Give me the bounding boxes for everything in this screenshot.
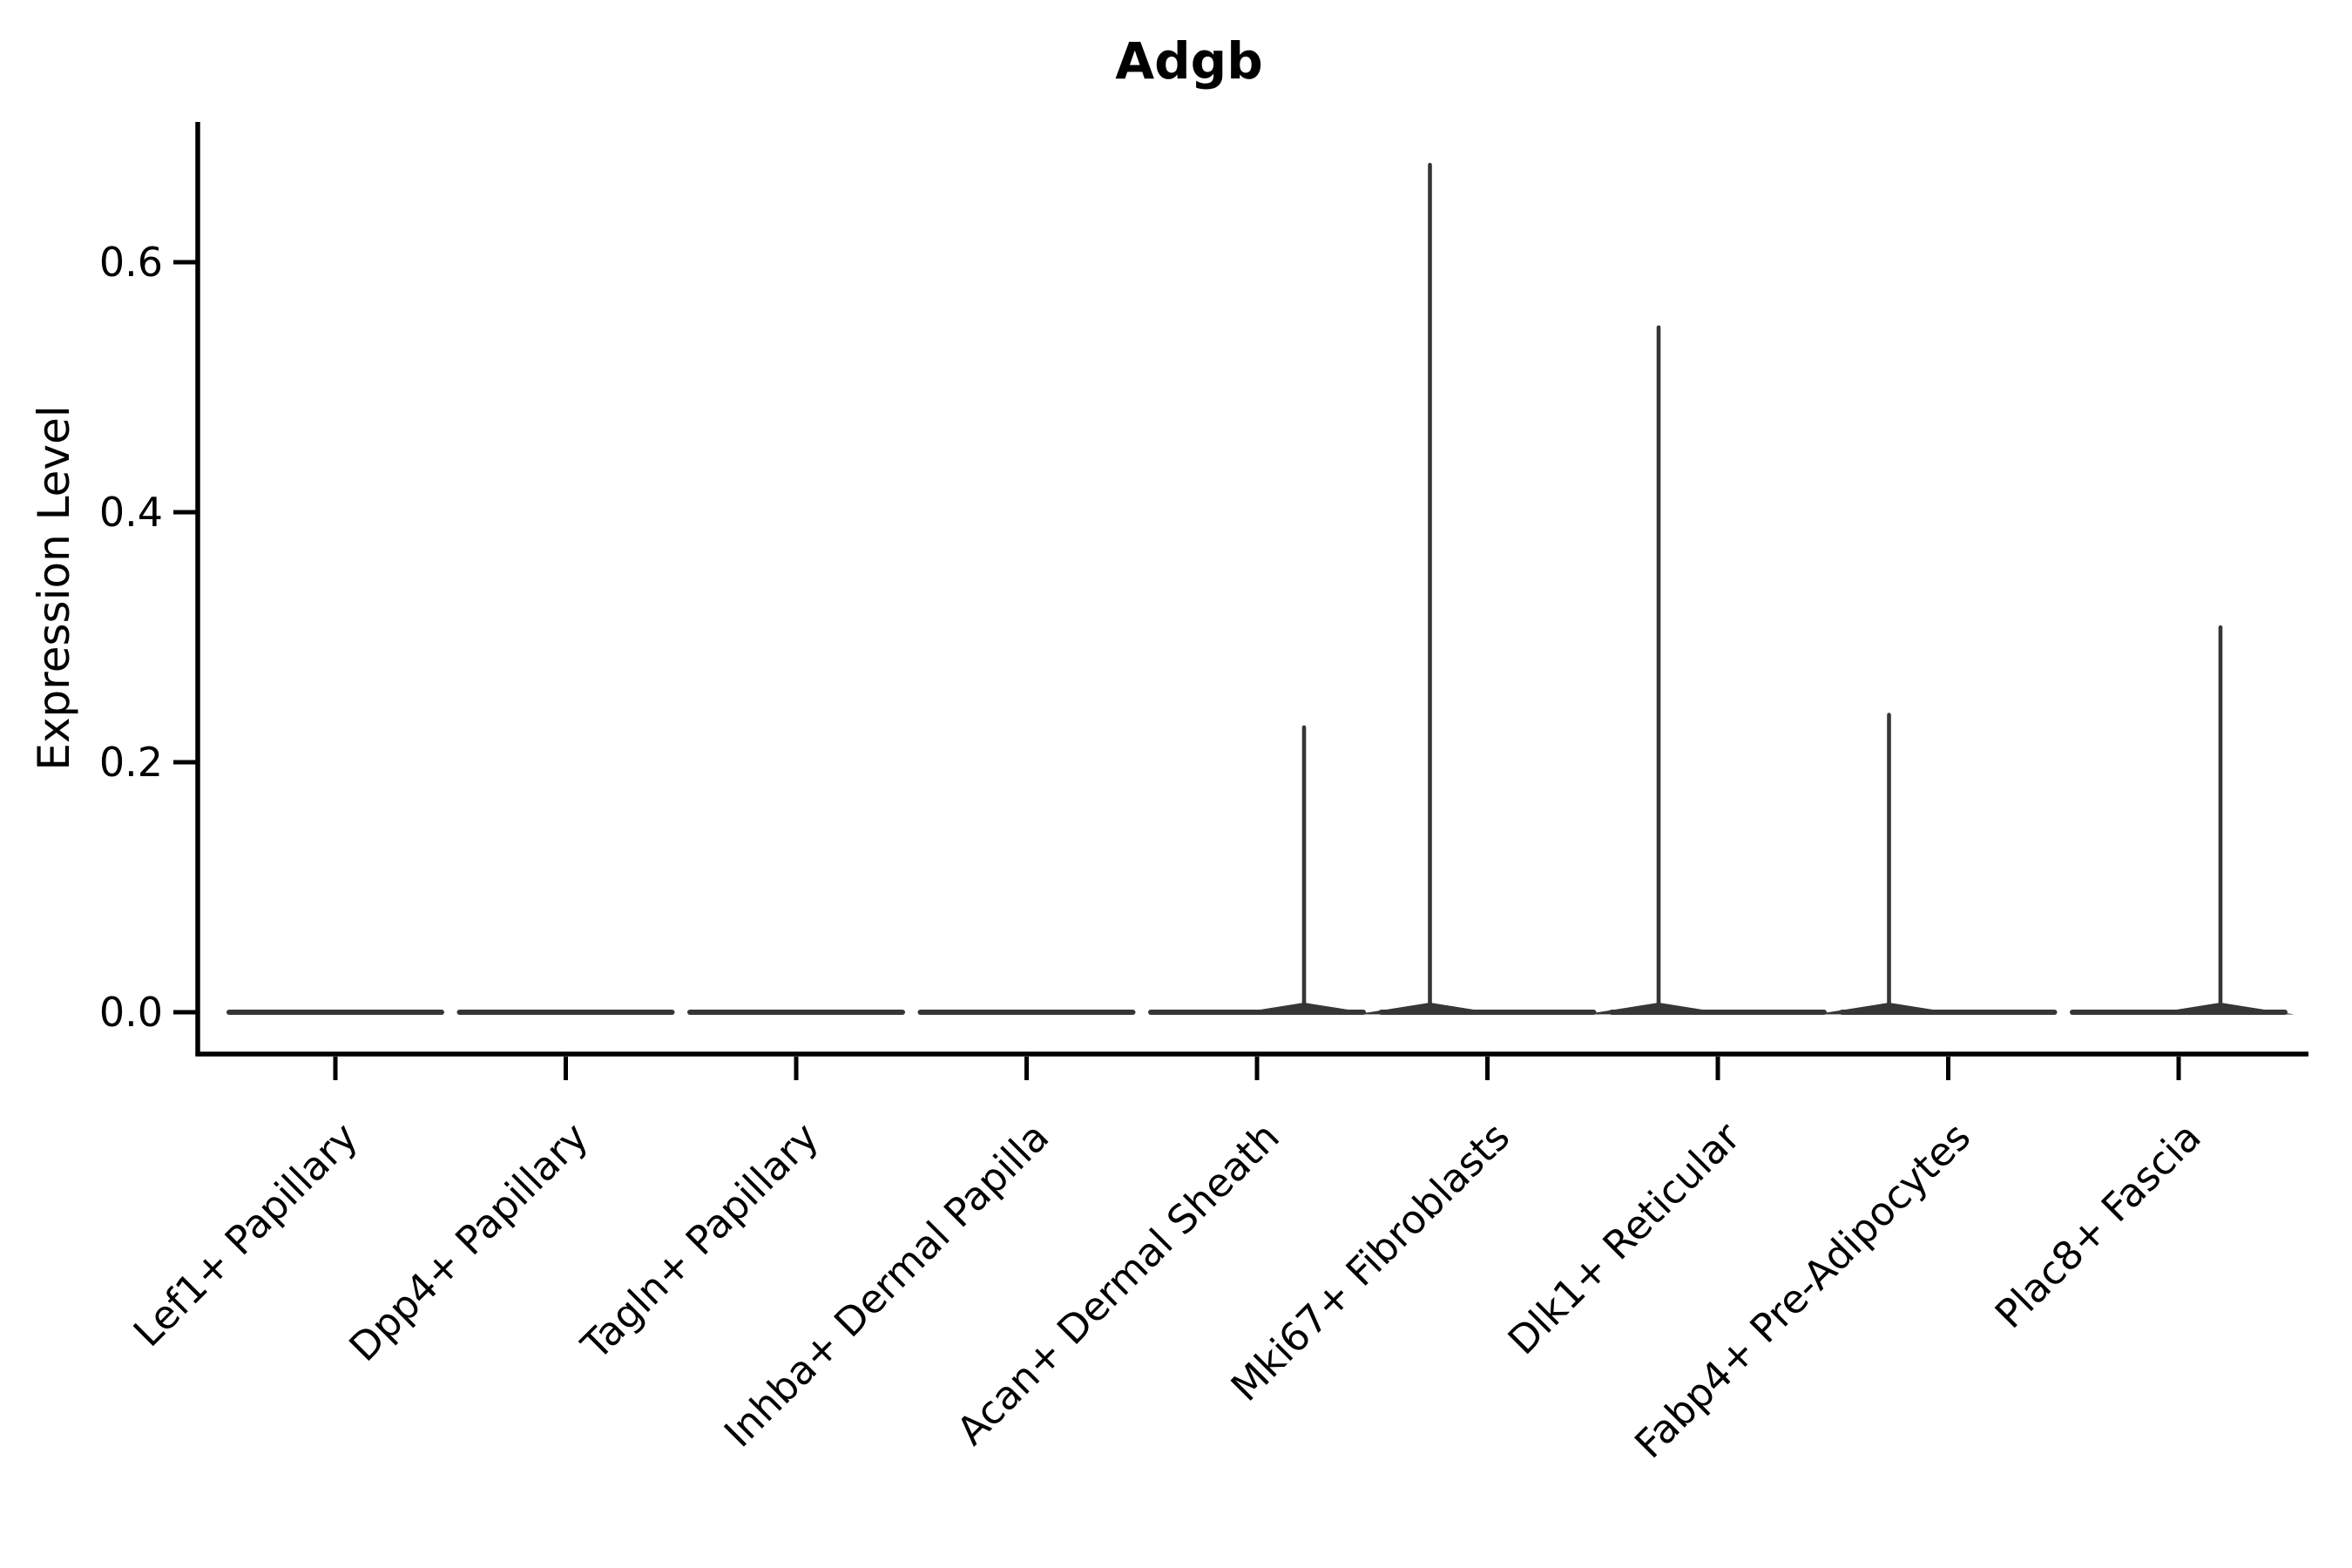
y-tick-label: 0.6	[99, 239, 163, 286]
x-tick-label: Lef1+ Papillary	[125, 1113, 367, 1355]
y-tick-label: 0.2	[99, 739, 163, 786]
x-tick-label: Plac8+ Fascia	[1986, 1113, 2210, 1337]
x-tick-label: Dlk1+ Reticular	[1499, 1113, 1749, 1363]
y-tick-label: 0.4	[99, 489, 163, 536]
y-tick-label: 0.0	[99, 989, 163, 1036]
x-tick-label: Dpp4+ Papillary	[340, 1113, 597, 1370]
x-tick-label: Tagln+ Papillary	[572, 1113, 828, 1369]
y-axis-label: Expression Level	[29, 405, 79, 771]
plot-title: Adgb	[1115, 31, 1263, 91]
